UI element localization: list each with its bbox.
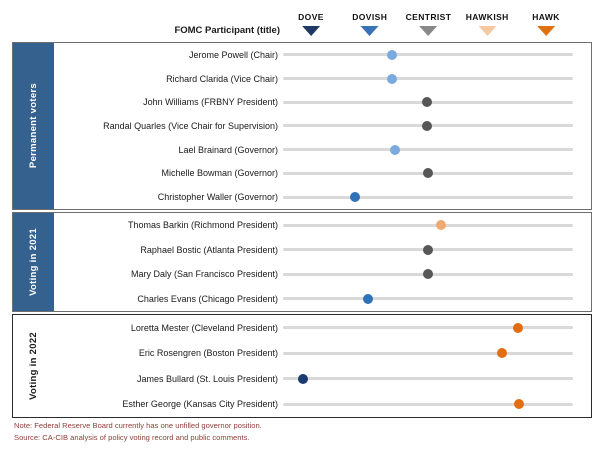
participant-row: Charles Evans (Chicago President) [13,287,591,312]
stance-dot [421,97,432,108]
legend-label: DOVE [298,12,324,22]
participant-label: John Williams (FRBNY President) [143,97,278,108]
participant-label: Richard Clarida (Vice Chair) [166,73,278,84]
participant-label: Lael Brainard (Governor) [178,144,278,155]
stance-track [283,148,573,152]
participant-row: Esther George (Kansas City President) [13,392,591,418]
participant-label: Loretta Mester (Cleveland President) [130,322,278,333]
participant-label: Michelle Bowman (Governor) [161,168,278,179]
stance-dot [387,49,398,60]
legend-item-hawkish: HAWKISH [466,12,509,36]
stance-track [283,377,573,381]
participant-row: Thomas Barkin (Richmond President) [13,213,591,238]
stance-track [283,223,573,227]
stance-track [283,351,573,355]
stance-dot [350,192,361,203]
stance-track [283,326,573,330]
participant-label: Charles Evans (Chicago President) [137,293,278,304]
group-label-box: Permanent voters [13,43,54,209]
participant-row: James Bullard (St. Louis President) [13,366,591,392]
participant-row: Raphael Bostic (Atlanta President) [13,238,591,263]
stance-triangle-icon [301,26,320,36]
section-voting-in-2021: Voting in 2021 Thomas Barkin (Richmond Pr… [12,212,592,312]
legend-row: DOVE DOVISH CENTRIST HAWKISH HAWK [0,0,600,42]
stance-triangle-icon [536,26,555,36]
participant-row: Jerome Powell (Chair) [13,43,591,67]
legend-item-hawk: HAWK [532,12,560,36]
stance-dot [422,244,433,255]
participant-row: Mary Daly (San Francisco President) [13,262,591,287]
stance-dot [422,168,433,179]
stance-dot [435,220,446,231]
participant-label: Jerome Powell (Chair) [188,49,278,60]
stance-dot [422,269,433,280]
legend-item-dove: DOVE [298,12,324,36]
stance-track [283,77,573,81]
stance-triangle-icon [478,26,497,36]
stance-triangle-icon [360,26,379,36]
participant-row: Loretta Mester (Cleveland President) [13,315,591,341]
stance-dot [496,348,507,359]
note-text: Note: Federal Reserve Board currently ha… [14,421,262,430]
stance-dot [421,120,432,131]
stance-dot [512,322,523,333]
legend-item-centrist: CENTRIST [406,12,452,36]
stance-track [283,297,573,301]
participant-row: John Williams (FRBNY President) [13,90,591,114]
stance-dot [390,144,400,155]
participant-row: Randal Quarles (Vice Chair for Supervisi… [13,114,591,138]
stance-dot [362,293,373,304]
stance-track [283,53,573,57]
source-text: Source: CA-CIB analysis of policy voting… [14,433,250,442]
participant-label: Eric Rosengren (Boston President) [138,348,278,359]
participant-label: Mary Daly (San Francisco President) [130,269,278,280]
stance-dot [297,373,308,384]
stance-dot [513,399,524,410]
participant-row: Richard Clarida (Vice Chair) [13,67,591,91]
stance-triangle-icon [419,26,438,36]
participant-label: Christopher Waller (Governor) [157,192,278,203]
participant-label: Esther George (Kansas City President) [122,399,278,410]
legend-label: HAWKISH [465,12,509,22]
participant-row: Lael Brainard (Governor) [13,138,591,162]
group-label-box: Voting in 2021 [13,213,54,311]
participant-label: Raphael Bostic (Atlanta President) [140,244,278,255]
legend-label: HAWK [532,12,560,22]
stance-track [283,402,573,406]
section-voting-in-2022: Voting in 2022 Loretta Mester (Cleveland … [12,314,592,418]
section-permanent-voters: Permanent voters Jerome Powell (Chair) Ric… [12,42,592,210]
participant-row: Christopher Waller (Governor) [13,185,591,209]
participant-row: Eric Rosengren (Boston President) [13,341,591,367]
legend-label: CENTRIST [405,12,452,22]
legend-item-dovish: DOVISH [352,12,387,36]
legend-label: DOVISH [352,12,388,22]
participant-label: James Bullard (St. Louis President) [136,373,278,384]
participant-column-header: FOMC Participant (title) [174,25,280,36]
participant-label: Randal Quarles (Vice Chair for Supervisi… [103,120,278,131]
participant-label: Thomas Barkin (Richmond President) [127,220,278,231]
stance-dot [387,73,398,84]
participant-row: Michelle Bowman (Governor) [13,162,591,186]
stance-track [283,195,573,199]
